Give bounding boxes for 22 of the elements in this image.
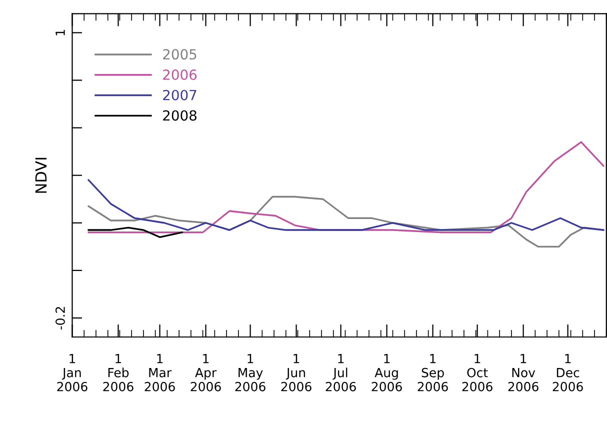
x-tick-label: 1 Sep 2006 bbox=[418, 354, 448, 392]
line-series bbox=[88, 179, 604, 231]
line-series bbox=[88, 141, 604, 234]
x-tick-label: 1 Mar 2006 bbox=[144, 354, 175, 392]
x-tick-label: 1 Feb 2006 bbox=[103, 354, 134, 392]
legend-label: 2008 bbox=[163, 110, 196, 121]
x-tick-label: 1 Jan 2006 bbox=[57, 354, 88, 392]
y-tick-label: 1 bbox=[56, 30, 65, 36]
y-tick-label: -0.2 bbox=[55, 307, 65, 330]
x-tick-label: 1 Dec 2006 bbox=[552, 354, 583, 392]
legend-label: 2005 bbox=[163, 49, 196, 60]
x-tick-label: 1 May 2006 bbox=[235, 354, 266, 392]
x-tick-label: 1 Jun 2006 bbox=[281, 354, 312, 392]
legend-label: 2007 bbox=[163, 90, 196, 100]
y-axis-title: NDVI bbox=[35, 158, 47, 193]
legend-label: 2006 bbox=[163, 69, 197, 80]
x-tick-label: 1 Apr 2006 bbox=[190, 354, 221, 392]
x-tick-label: 1 Jul 2006 bbox=[326, 354, 356, 392]
x-tick-label: 1 Oct 2006 bbox=[462, 354, 492, 392]
x-tick-label: 1 Nov 2006 bbox=[508, 354, 538, 392]
x-tick-label: 1 Aug 2006 bbox=[372, 354, 402, 392]
line-series bbox=[88, 226, 183, 238]
